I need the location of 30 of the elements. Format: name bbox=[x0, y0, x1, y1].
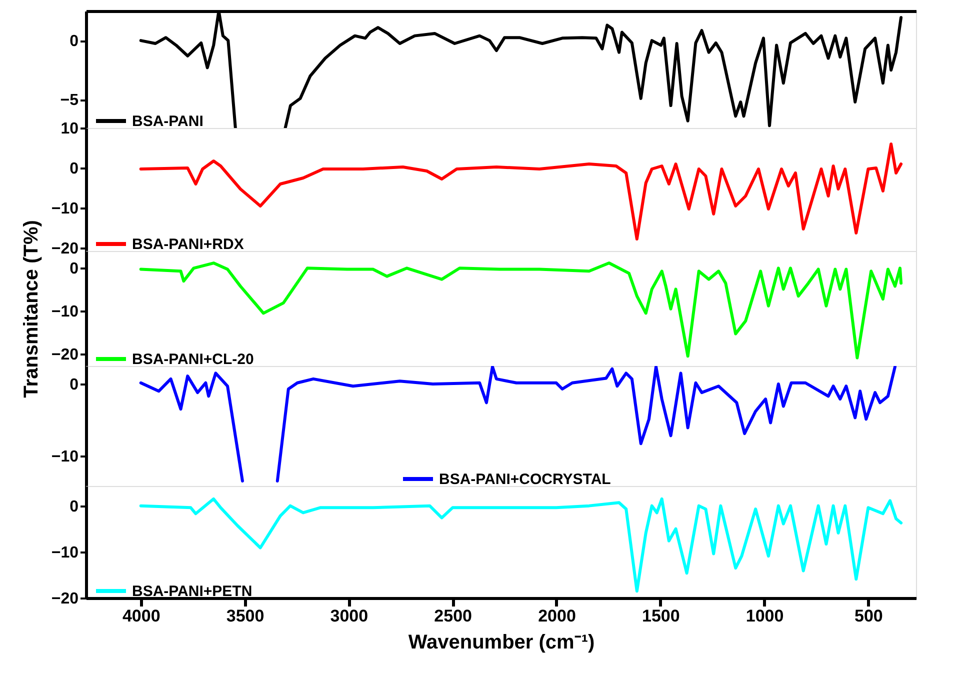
y-axis-title: Transmitance (T%) bbox=[20, 220, 42, 398]
y-tick-label: 10 bbox=[60, 120, 79, 138]
y-tick-label: −10 bbox=[51, 304, 79, 321]
x-tick-label: 1500 bbox=[642, 606, 680, 626]
x-tick-label: 3500 bbox=[226, 606, 264, 626]
x-tick-label: 4000 bbox=[122, 606, 160, 626]
y-tick-label: −20 bbox=[51, 346, 79, 364]
y-tick-label: 0 bbox=[70, 260, 79, 278]
x-tick-label: 500 bbox=[854, 606, 883, 626]
line-series bbox=[139, 142, 903, 240]
y-tick-label: 0 bbox=[70, 376, 79, 394]
x-tick-label: 1000 bbox=[746, 606, 784, 626]
y-tick-label: −5 bbox=[60, 92, 79, 110]
legend-label: BSA-PANI bbox=[132, 113, 204, 130]
x-tick-label: 2000 bbox=[538, 606, 576, 626]
x-axis-title: Wavenumber (cm⁻¹) bbox=[408, 632, 595, 654]
legend-label: BSA-PANI+RDX bbox=[132, 236, 244, 253]
y-tick-label: 0 bbox=[70, 33, 79, 50]
legend-label: BSA-PANI+COCRYSTAL bbox=[439, 471, 611, 488]
y-tick-label: −20 bbox=[51, 240, 79, 258]
y-tick-label: −10 bbox=[51, 200, 79, 218]
legend-label: BSA-PANI+CL-20 bbox=[132, 351, 254, 368]
y-tick-label: 0 bbox=[70, 498, 79, 516]
y-tick-label: −20 bbox=[51, 590, 79, 608]
y-tick-label: −10 bbox=[51, 448, 79, 466]
y-tick-label: −10 bbox=[51, 544, 79, 562]
y-tick-label: 0 bbox=[70, 160, 79, 178]
x-tick-label: 2500 bbox=[434, 606, 472, 626]
x-tick-label: 3000 bbox=[330, 606, 368, 626]
legend-label: BSA-PANI+PETN bbox=[132, 583, 252, 600]
